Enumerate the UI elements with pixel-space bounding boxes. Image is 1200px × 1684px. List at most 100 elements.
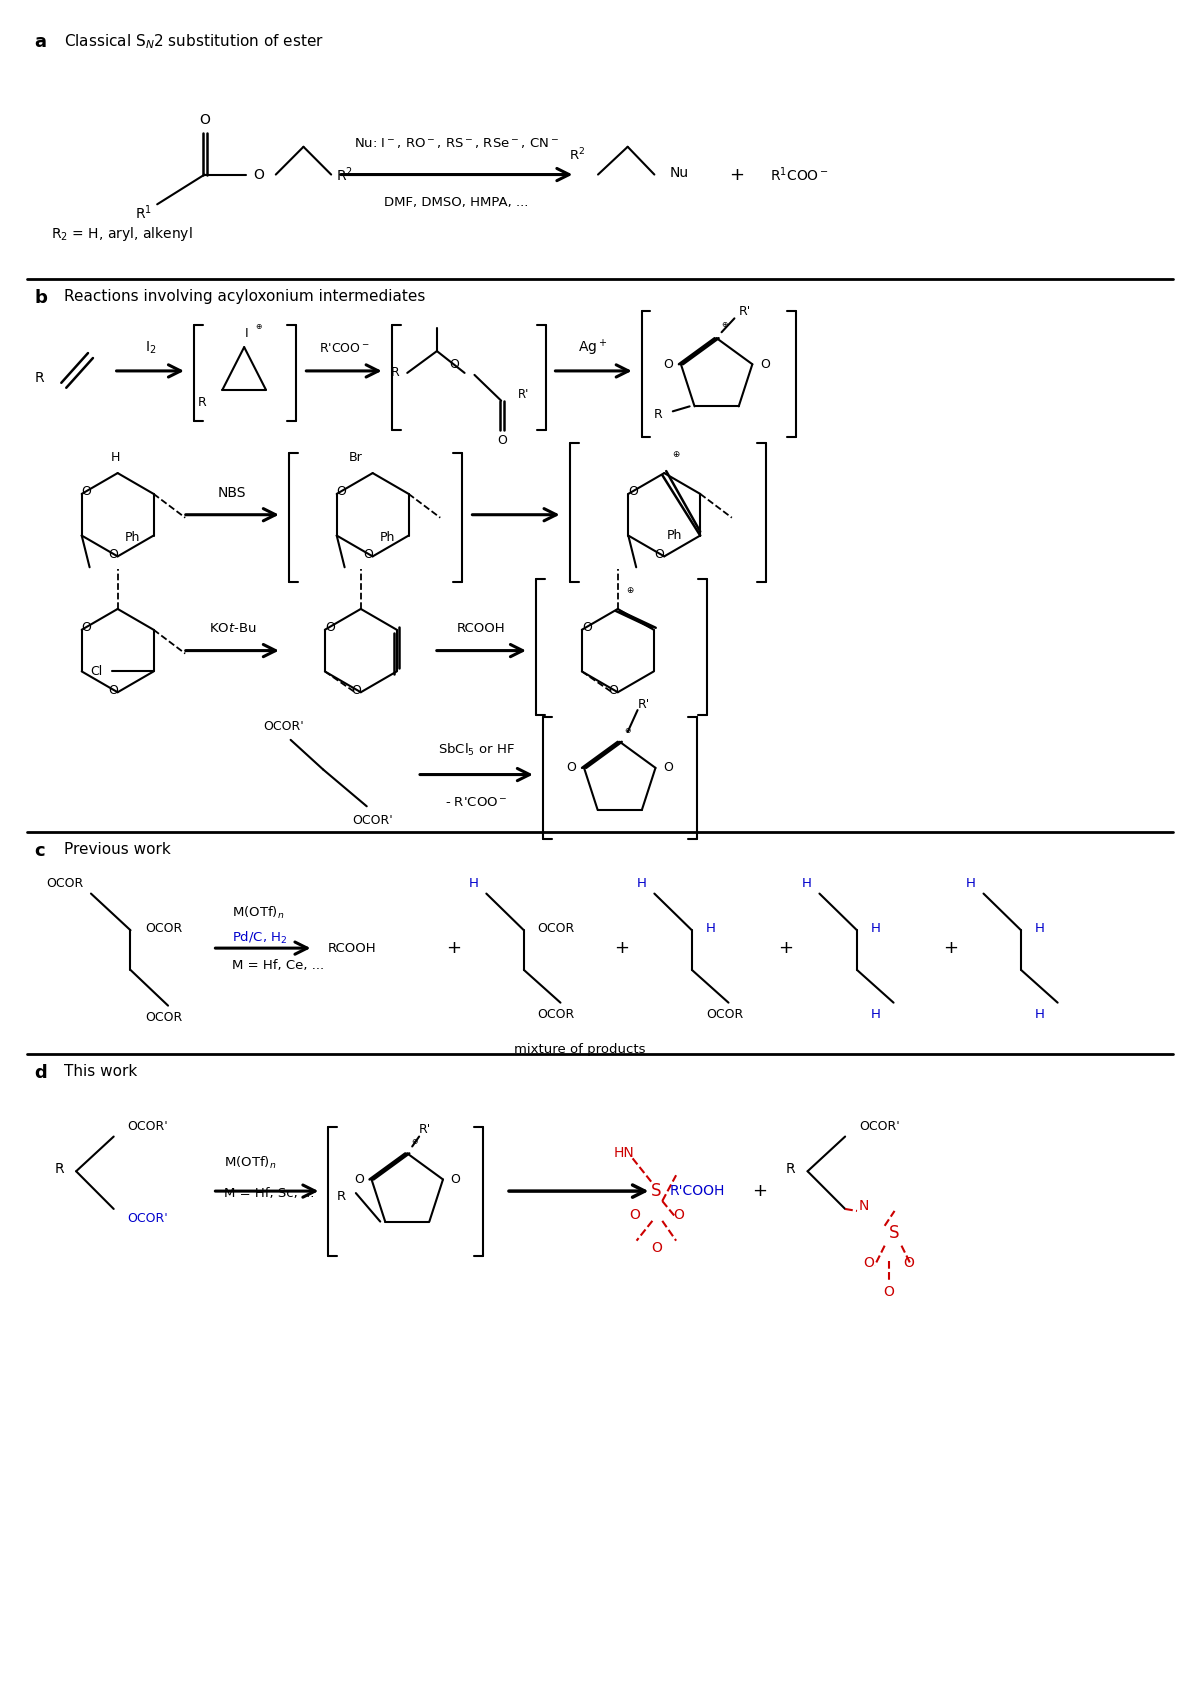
Text: O: O — [761, 357, 770, 370]
Text: H: H — [802, 877, 811, 891]
Text: a: a — [35, 32, 47, 51]
Text: Previous work: Previous work — [65, 842, 172, 857]
Text: +: + — [779, 940, 793, 957]
Text: R'COOH: R'COOH — [670, 1184, 725, 1197]
Text: O: O — [664, 357, 673, 370]
Text: O: O — [199, 113, 210, 126]
Text: d: d — [35, 1064, 47, 1083]
Text: R: R — [198, 396, 206, 409]
Text: Br: Br — [349, 451, 362, 463]
Text: O: O — [582, 621, 592, 635]
Text: +: + — [728, 165, 744, 184]
Text: R$^2$: R$^2$ — [569, 147, 586, 163]
Text: Ph: Ph — [667, 529, 683, 542]
Text: OCOR: OCOR — [706, 1009, 743, 1021]
Text: H: H — [1034, 1009, 1045, 1021]
Text: This work: This work — [65, 1064, 138, 1079]
Text: R$^1$: R$^1$ — [134, 204, 152, 222]
Text: I$_2$: I$_2$ — [144, 340, 156, 357]
Text: O: O — [82, 621, 91, 635]
Text: c: c — [35, 842, 46, 861]
Text: OCOR: OCOR — [538, 1009, 575, 1021]
Text: R$_2$ = H, aryl, alkenyl: R$_2$ = H, aryl, alkenyl — [52, 226, 193, 242]
Text: OCOR': OCOR' — [353, 813, 394, 827]
Text: O: O — [608, 684, 618, 697]
Text: +: + — [614, 940, 629, 957]
Text: O: O — [629, 485, 638, 498]
Text: M = Hf, Ce, ...: M = Hf, Ce, ... — [233, 960, 324, 972]
Text: H: H — [871, 1009, 881, 1021]
Text: I: I — [245, 327, 248, 340]
Text: O: O — [325, 621, 335, 635]
Text: - R'COO$^-$: - R'COO$^-$ — [445, 797, 508, 808]
Text: OCOR': OCOR' — [859, 1120, 900, 1133]
Text: O: O — [650, 1241, 661, 1255]
Text: Ph: Ph — [125, 530, 139, 544]
Text: R: R — [654, 408, 662, 421]
Text: O: O — [253, 167, 264, 182]
Text: M(OTf)$_n$: M(OTf)$_n$ — [224, 1155, 277, 1172]
Text: R': R' — [738, 305, 751, 318]
Text: O: O — [654, 547, 665, 561]
Text: OCOR: OCOR — [145, 921, 182, 935]
Text: O: O — [864, 1256, 875, 1270]
Text: H: H — [871, 921, 881, 935]
Text: Classical S$_N$2 substitution of ester: Classical S$_N$2 substitution of ester — [65, 32, 324, 52]
Text: Reactions involving acyloxonium intermediates: Reactions involving acyloxonium intermed… — [65, 288, 426, 303]
Text: H: H — [966, 877, 976, 891]
Text: $^⊕$: $^⊕$ — [625, 586, 635, 600]
Text: O: O — [355, 1174, 365, 1186]
Text: R'COO$^-$: R'COO$^-$ — [319, 342, 370, 355]
Text: Nu: Nu — [670, 165, 689, 180]
Text: R$^1$COO$^-$: R$^1$COO$^-$ — [770, 165, 829, 184]
Text: O: O — [450, 1174, 460, 1186]
Text: S: S — [889, 1224, 899, 1241]
Text: O: O — [449, 359, 458, 372]
Text: N: N — [859, 1199, 869, 1212]
Text: R': R' — [419, 1123, 431, 1137]
Text: R: R — [786, 1162, 796, 1177]
Text: H: H — [706, 921, 715, 935]
Text: O: O — [350, 684, 361, 697]
Text: O: O — [566, 761, 576, 775]
Text: R': R' — [518, 389, 529, 401]
Text: b: b — [35, 288, 48, 306]
Text: OCOR': OCOR' — [127, 1212, 168, 1226]
Text: R': R' — [637, 697, 650, 711]
Text: O: O — [108, 547, 118, 561]
Text: Ph: Ph — [379, 530, 395, 544]
Text: OCOR': OCOR' — [263, 721, 304, 734]
Text: Pd/C, H$_2$: Pd/C, H$_2$ — [233, 930, 288, 946]
Text: H: H — [468, 877, 479, 891]
Text: H: H — [1034, 921, 1045, 935]
Text: O: O — [497, 434, 508, 446]
Text: H: H — [636, 877, 647, 891]
Text: $^⊕$: $^⊕$ — [412, 1138, 419, 1148]
Text: Nu: I$^-$, RO$^-$, RS$^-$, RSe$^-$, CN$^-$: Nu: I$^-$, RO$^-$, RS$^-$, RSe$^-$, CN$^… — [354, 136, 559, 150]
Text: SbCl$_5$ or HF: SbCl$_5$ or HF — [438, 741, 515, 758]
Text: $^⊕$: $^⊕$ — [256, 323, 263, 333]
Text: +: + — [943, 940, 959, 957]
Text: O: O — [108, 684, 118, 697]
Text: M(OTf)$_n$: M(OTf)$_n$ — [233, 906, 284, 921]
Text: $^⊕$: $^⊕$ — [721, 322, 728, 332]
Text: $^⊕$: $^⊕$ — [624, 727, 631, 738]
Text: H: H — [110, 451, 120, 463]
Text: OCOR: OCOR — [538, 921, 575, 935]
Text: O: O — [82, 485, 91, 498]
Text: R: R — [390, 367, 400, 379]
Text: M = Hf, Sc, ...: M = Hf, Sc, ... — [224, 1187, 314, 1199]
Text: O: O — [664, 761, 673, 775]
Text: R: R — [35, 370, 44, 386]
Text: Ag$^+$: Ag$^+$ — [578, 338, 607, 359]
Text: OCOR: OCOR — [145, 1010, 182, 1024]
Text: S: S — [652, 1182, 661, 1201]
Text: O: O — [629, 1207, 640, 1223]
Text: O: O — [673, 1207, 684, 1223]
Text: R: R — [55, 1162, 65, 1177]
Text: RCOOH: RCOOH — [328, 941, 377, 955]
Text: Cl: Cl — [90, 665, 102, 679]
Text: KO$t$-Bu: KO$t$-Bu — [209, 623, 256, 635]
Text: OCOR': OCOR' — [127, 1120, 168, 1133]
Text: O: O — [902, 1256, 914, 1270]
